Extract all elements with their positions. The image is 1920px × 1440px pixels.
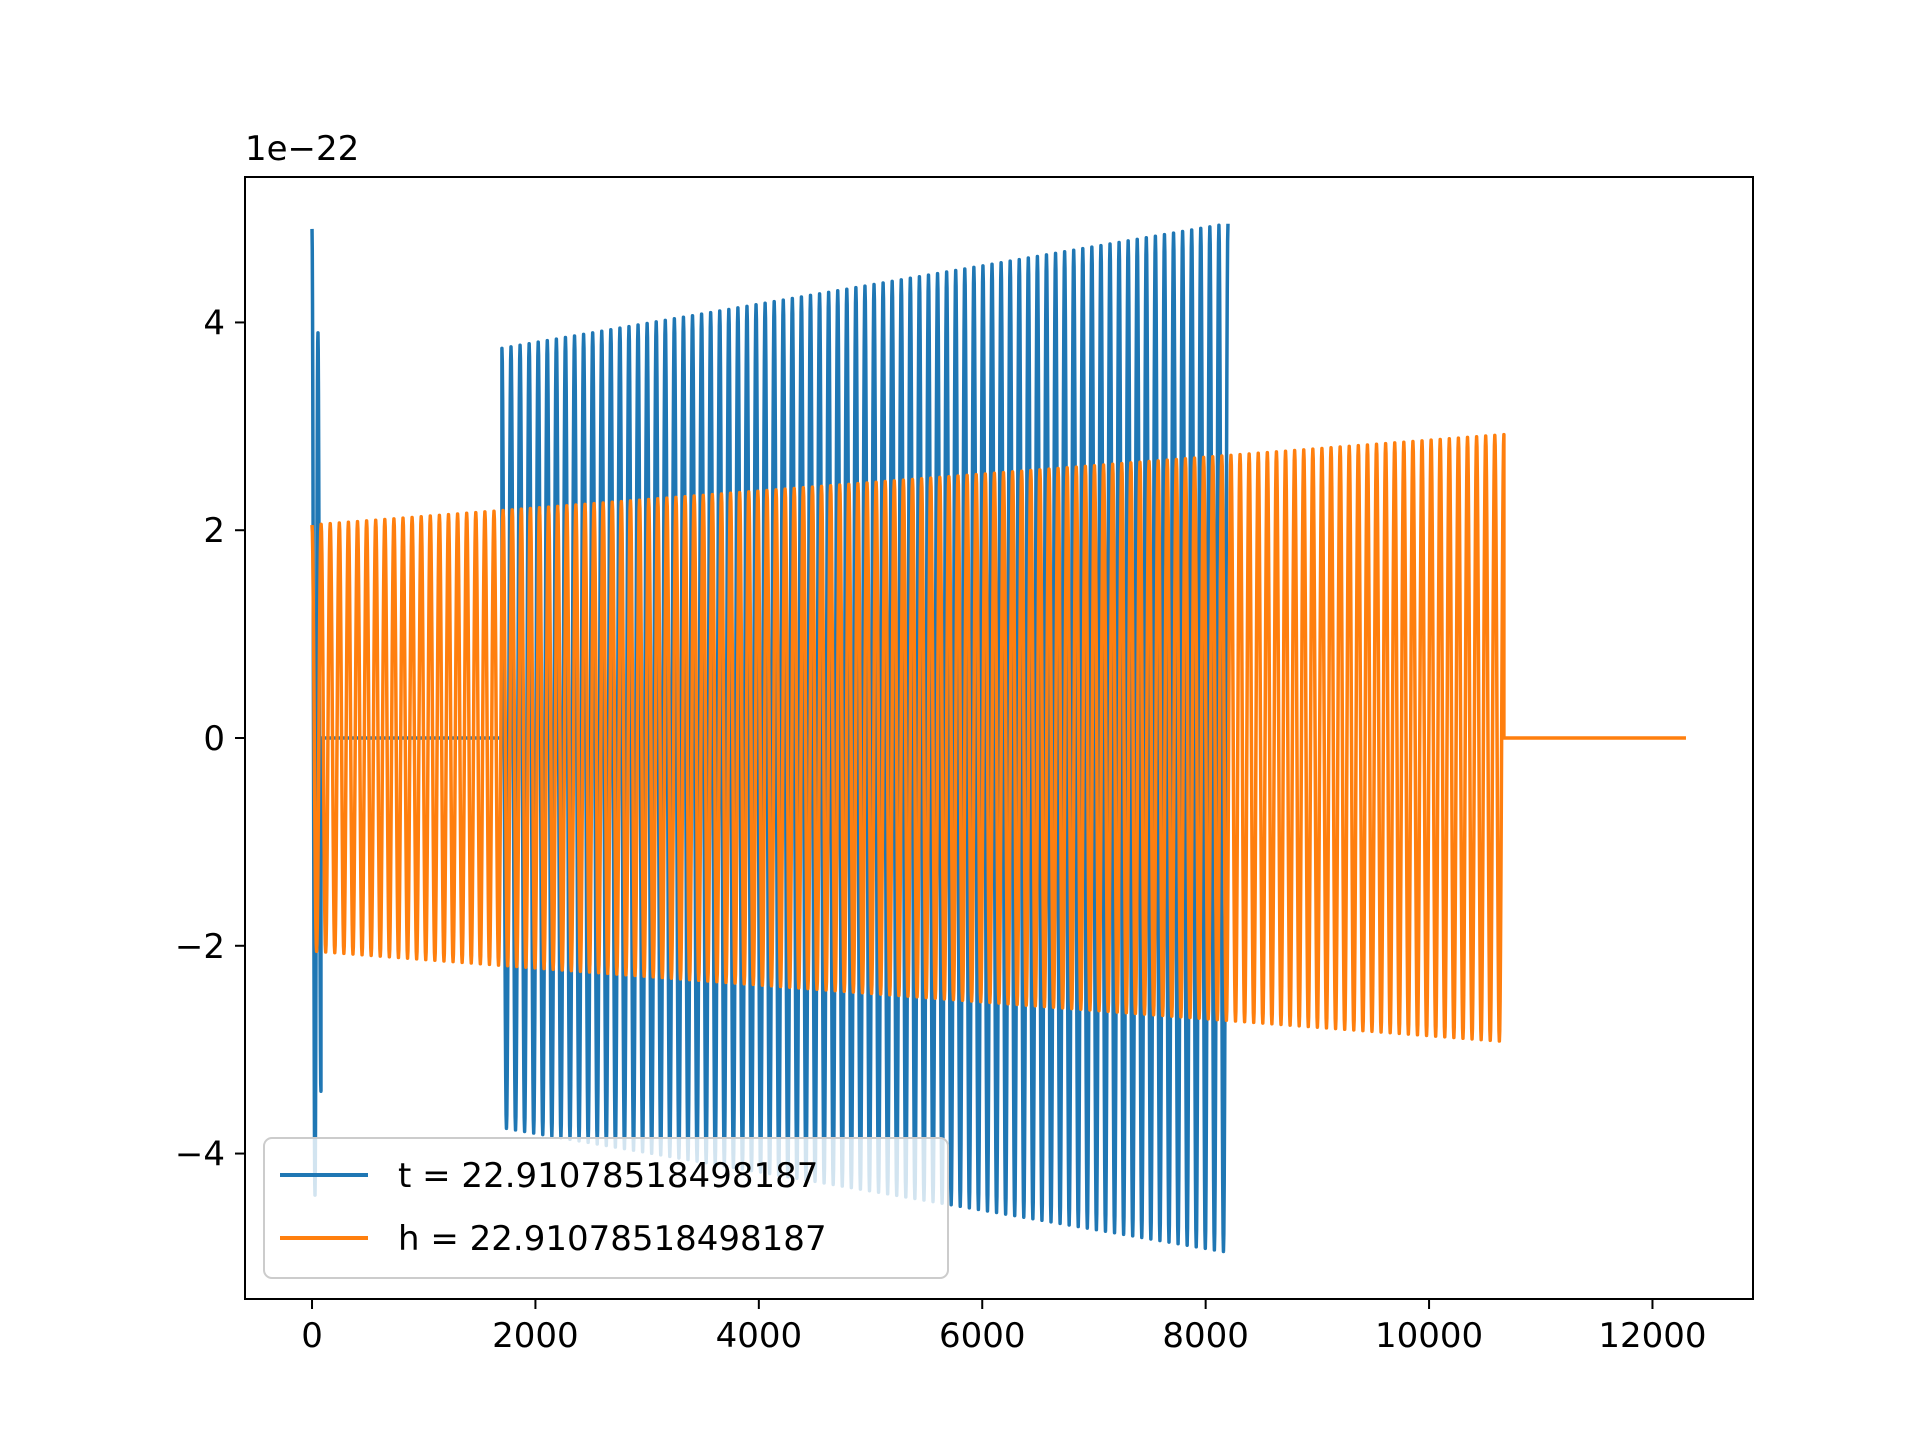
x-tick-label: 4000 (716, 1316, 803, 1356)
x-tick-label: 0 (301, 1316, 323, 1356)
x-tick-label: 2000 (492, 1316, 579, 1356)
legend: t = 22.91078518498187 h = 22.91078518498… (263, 1137, 949, 1279)
y-tick-label: 0 (203, 719, 225, 759)
y-tick-label: 4 (203, 303, 225, 343)
legend-box (263, 1137, 949, 1279)
y-tick-label: −2 (175, 927, 225, 967)
y-offset-label: 1e−22 (245, 129, 359, 169)
legend-label-t: t = 22.91078518498187 (398, 1156, 818, 1196)
legend-label-h: h = 22.91078518498187 (398, 1219, 827, 1259)
series-line-h (310, 432, 1686, 1043)
y-tick-label: −4 (175, 1135, 225, 1175)
x-axis: 0 2000 4000 6000 8000 10000 12000 (301, 1299, 1707, 1356)
x-tick-label: 10000 (1375, 1316, 1483, 1356)
y-axis: −4 −2 0 2 4 (175, 303, 245, 1175)
x-tick-label: 12000 (1598, 1316, 1706, 1356)
y-tick-label: 2 (203, 511, 225, 551)
series-layer (310, 223, 1686, 1254)
x-tick-label: 8000 (1162, 1316, 1249, 1356)
x-tick-label: 6000 (939, 1316, 1026, 1356)
